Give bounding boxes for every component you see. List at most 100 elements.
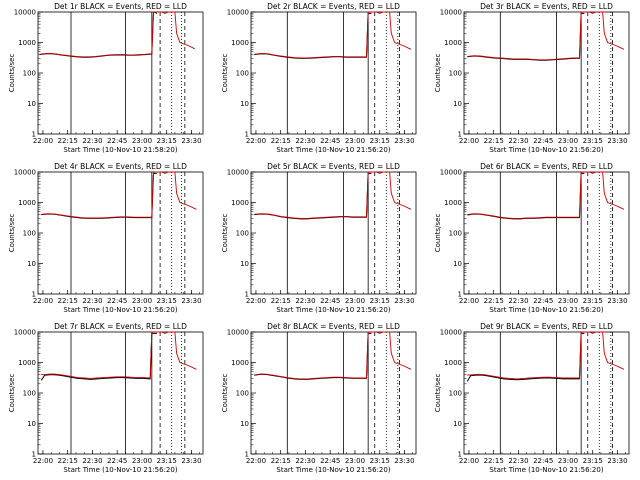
chart-title: Det 6r BLACK = Events, RED = LLD <box>480 162 613 171</box>
events-line <box>39 11 158 58</box>
x-tick-label: 22:15 <box>484 297 504 305</box>
y-tick-label: 10 <box>240 260 249 268</box>
x-tick-label: 23:00 <box>345 137 365 145</box>
x-tick-label: 22:00 <box>33 297 53 305</box>
y-tick-label: 10 <box>27 100 36 108</box>
x-tick-label: 23:15 <box>583 137 603 145</box>
x-tick-label: 22:30 <box>82 137 102 145</box>
y-tick-label: 1 <box>458 291 462 299</box>
detector-chart-1: Det 1r BLACK = Events, RED = LLD 1 10 100 10… <box>8 2 204 154</box>
x-tick-label: 22:00 <box>246 457 266 465</box>
x-tick-label: 23:30 <box>181 137 201 145</box>
y-axis-label: Counts/sec <box>221 214 229 253</box>
lld-line <box>254 11 412 59</box>
y-tick-label: 10 <box>27 420 36 428</box>
plot-frame <box>37 171 204 295</box>
detector-chart-6: Det 6r BLACK = Events, RED = LLD 1 10 100 10… <box>434 162 630 314</box>
y-tick-label: 10000 <box>440 169 462 177</box>
y-tick-label: 10000 <box>227 9 249 17</box>
x-tick-label: 23:00 <box>132 137 152 145</box>
x-axis-label: Start Time (10-Nov-10 21:56:20) <box>489 466 603 474</box>
x-axis-label: Start Time (10-Nov-10 21:56:20) <box>276 146 390 154</box>
y-tick-label: 100 <box>236 390 249 398</box>
events-line <box>41 172 157 219</box>
lld-line <box>467 11 625 61</box>
x-tick-label: 23:15 <box>583 297 603 305</box>
x-tick-label: 22:15 <box>484 457 504 465</box>
x-tick-label: 22:45 <box>533 297 553 305</box>
y-tick-label: 100 <box>23 230 36 238</box>
x-axis-label: Start Time (10-Nov-10 21:56:20) <box>276 466 390 474</box>
x-tick-label: 22:30 <box>295 457 315 465</box>
x-tick-label: 22:45 <box>107 297 127 305</box>
y-tick-label: 1000 <box>231 199 249 207</box>
x-tick-label: 23:00 <box>558 137 578 145</box>
y-tick-label: 10 <box>453 420 462 428</box>
y-tick-label: 1 <box>458 451 462 459</box>
lld-line <box>254 171 412 219</box>
y-tick-label: 1000 <box>18 359 36 367</box>
x-tick-label: 22:15 <box>271 137 291 145</box>
x-tick-label: 22:45 <box>320 137 340 145</box>
x-tick-label: 22:15 <box>58 137 78 145</box>
detector-chart-8: Det 8r BLACK = Events, RED = LLD 1 10 100 10… <box>221 322 417 474</box>
y-tick-label: 10000 <box>440 329 462 337</box>
x-axis-label: Start Time (10-Nov-10 21:56:20) <box>63 306 177 314</box>
detector-chart-4: Det 4r BLACK = Events, RED = LLD 1 10 100 10… <box>8 162 204 314</box>
y-tick-label: 10000 <box>14 169 36 177</box>
y-tick-label: 1 <box>458 131 462 139</box>
x-tick-label: 22:00 <box>246 137 266 145</box>
x-axis-label: Start Time (10-Nov-10 21:56:20) <box>63 466 177 474</box>
x-tick-label: 23:00 <box>558 297 578 305</box>
events-line <box>254 172 372 220</box>
y-axis-label: Counts/sec <box>434 374 442 413</box>
y-tick-label: 100 <box>23 70 36 78</box>
x-tick-label: 23:30 <box>607 137 627 145</box>
x-tick-label: 23:00 <box>345 457 365 465</box>
y-tick-label: 1000 <box>18 39 36 47</box>
x-tick-label: 23:15 <box>157 137 177 145</box>
lld-line <box>254 331 412 380</box>
x-tick-label: 23:15 <box>583 457 603 465</box>
y-tick-label: 10000 <box>440 9 462 17</box>
x-tick-label: 22:15 <box>58 297 78 305</box>
plot-frame <box>37 11 204 135</box>
x-tick-label: 22:00 <box>33 457 53 465</box>
x-tick-label: 22:30 <box>295 297 315 305</box>
y-axis-label: Counts/sec <box>8 54 16 93</box>
x-axis-label: Start Time (10-Nov-10 21:58:20) <box>63 146 177 154</box>
x-tick-label: 22:30 <box>508 137 528 145</box>
x-tick-label: 23:15 <box>370 137 390 145</box>
x-tick-label: 23:15 <box>370 297 390 305</box>
x-tick-label: 23:15 <box>370 457 390 465</box>
y-tick-label: 1 <box>245 451 249 459</box>
x-tick-label: 22:45 <box>320 457 340 465</box>
events-line <box>254 12 372 59</box>
y-tick-label: 1000 <box>444 199 462 207</box>
x-axis-label: Start Time (10-Nov-10 21:56:20) <box>489 306 603 314</box>
y-tick-label: 10 <box>453 260 462 268</box>
y-tick-label: 10000 <box>227 329 249 337</box>
x-tick-label: 23:30 <box>181 297 201 305</box>
x-tick-label: 22:00 <box>459 137 479 145</box>
y-tick-label: 1000 <box>444 359 462 367</box>
y-tick-label: 100 <box>449 70 462 78</box>
x-axis-label: Start Time (10-Nov-10 21:56:20) <box>489 146 603 154</box>
chart-title: Det 7r BLACK = Events, RED = LLD <box>54 322 187 331</box>
detector-chart-9: Det 9r BLACK = Events, RED = LLD 1 10 100 10… <box>434 322 630 474</box>
x-tick-label: 23:00 <box>558 457 578 465</box>
y-tick-label: 100 <box>449 390 462 398</box>
x-tick-label: 22:15 <box>58 457 78 465</box>
y-tick-label: 100 <box>236 230 249 238</box>
y-tick-label: 10 <box>453 100 462 108</box>
x-axis-label: Start Time (10-Nov-10 21:56:20) <box>276 306 390 314</box>
y-tick-label: 10000 <box>14 329 36 337</box>
y-tick-label: 10 <box>240 420 249 428</box>
lld-line <box>467 331 625 380</box>
lld-line <box>467 171 625 219</box>
x-tick-label: 22:30 <box>508 457 528 465</box>
y-tick-label: 1000 <box>231 359 249 367</box>
x-tick-label: 23:30 <box>394 457 414 465</box>
y-axis-label: Counts/sec <box>8 374 16 413</box>
y-tick-label: 100 <box>449 230 462 238</box>
